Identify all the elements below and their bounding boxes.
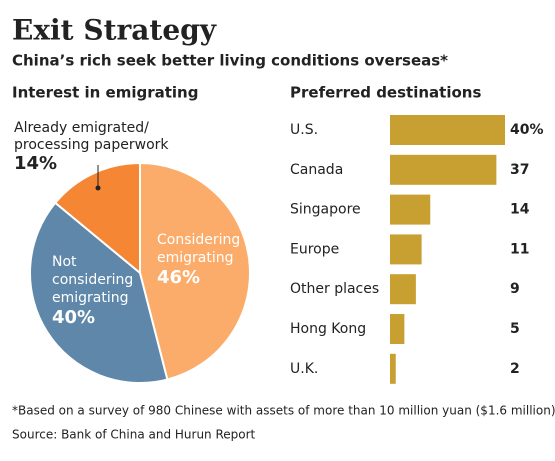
- category-label: Europe: [290, 241, 339, 257]
- slice-label: Already emigrated/processing paperwork: [14, 120, 169, 153]
- value-label: 14: [510, 202, 530, 218]
- category-label: U.S.: [290, 122, 318, 138]
- title: Exit Strategy: [12, 14, 217, 47]
- slice-value-label: 46%: [157, 267, 200, 288]
- footnote: *Based on a survey of 980 Chinese with a…: [12, 404, 555, 418]
- value-label: 9: [510, 281, 520, 297]
- source: Source: Bank of China and Hurun Report: [12, 428, 256, 442]
- category-label: Other places: [290, 281, 379, 297]
- pointer-dot: [95, 185, 101, 191]
- pie-title: Interest in emigrating: [12, 84, 198, 102]
- bar: [390, 154, 497, 185]
- bar: [390, 115, 505, 145]
- value-label: 40%: [510, 122, 544, 138]
- value-label: 5: [510, 321, 520, 337]
- bar: [390, 353, 396, 384]
- bar-title: Preferred destinations: [290, 84, 481, 102]
- pie-slice: [139, 161, 251, 381]
- bar: [390, 194, 431, 225]
- category-label: U.K.: [290, 361, 318, 377]
- bar: [390, 314, 405, 344]
- bar: [390, 234, 422, 265]
- category-label: Hong Kong: [290, 321, 366, 337]
- slice-label: Not considering emigrating: [52, 254, 133, 306]
- pie-slice: [29, 201, 169, 384]
- category-label: Singapore: [290, 202, 361, 218]
- value-label: 11: [510, 241, 529, 257]
- category-label: Canada: [290, 162, 343, 178]
- pie-slice: [53, 161, 141, 276]
- bar: [390, 274, 416, 305]
- slice-label: Considering emigrating: [157, 232, 240, 266]
- subtitle: China’s rich seek better living conditio…: [12, 52, 448, 70]
- slice-value-label: 40%: [52, 307, 95, 328]
- value-label: 2: [510, 361, 520, 377]
- value-label: 37: [510, 162, 529, 178]
- slice-value-label: 14%: [14, 153, 57, 174]
